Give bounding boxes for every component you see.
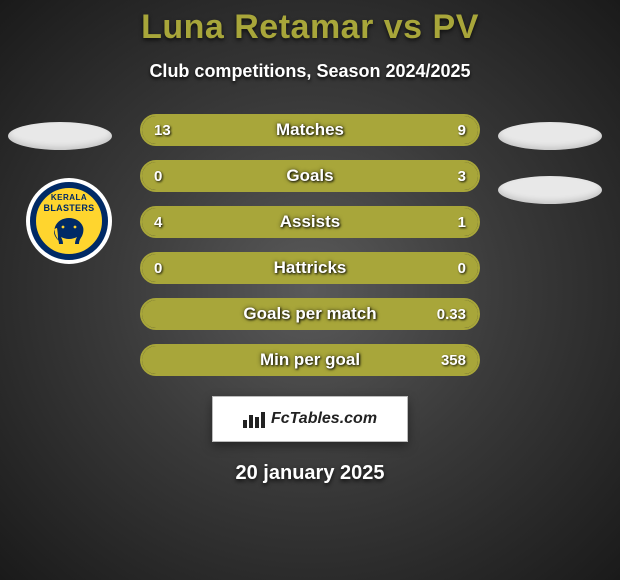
- elephant-icon: [49, 216, 89, 250]
- stat-fill-left: [142, 346, 478, 374]
- kerala-blasters-logo: KERALA BLASTERS: [30, 182, 108, 260]
- player1-team-logo: KERALA BLASTERS: [26, 178, 112, 264]
- player2-team-ellipse-1: [498, 122, 602, 150]
- stat-bar: 139Matches: [140, 114, 480, 146]
- stat-fill-right: [340, 116, 478, 144]
- logo-text-top: KERALA: [51, 193, 87, 202]
- stat-fill-left: [142, 254, 478, 282]
- stat-bar: 358Min per goal: [140, 344, 480, 376]
- subtitle: Club competitions, Season 2024/2025: [0, 61, 620, 82]
- stat-fill-right: [411, 208, 478, 236]
- bar-chart-icon: [243, 410, 265, 428]
- stat-bar: 0.33Goals per match: [140, 298, 480, 330]
- page-title: Luna Retamar vs PV: [0, 8, 620, 47]
- stat-fill-left: [142, 300, 478, 328]
- date-label: 20 january 2025: [0, 462, 620, 485]
- logo-text-mid: BLASTERS: [44, 203, 95, 213]
- stat-fill-left: [142, 208, 411, 236]
- stat-bar: 41Assists: [140, 206, 480, 238]
- player2-team-ellipse-2: [498, 176, 602, 204]
- player1-team-ellipse: [8, 122, 112, 150]
- fctables-text: FcTables.com: [271, 410, 377, 428]
- stat-fill-left: [142, 162, 202, 190]
- content-root: Luna Retamar vs PV Club competitions, Se…: [0, 0, 620, 580]
- stat-bar: 00Hattricks: [140, 252, 480, 284]
- stat-fill-left: [142, 116, 340, 144]
- stat-fill-right: [202, 162, 478, 190]
- stat-bar: 03Goals: [140, 160, 480, 192]
- fctables-badge: FcTables.com: [212, 396, 408, 442]
